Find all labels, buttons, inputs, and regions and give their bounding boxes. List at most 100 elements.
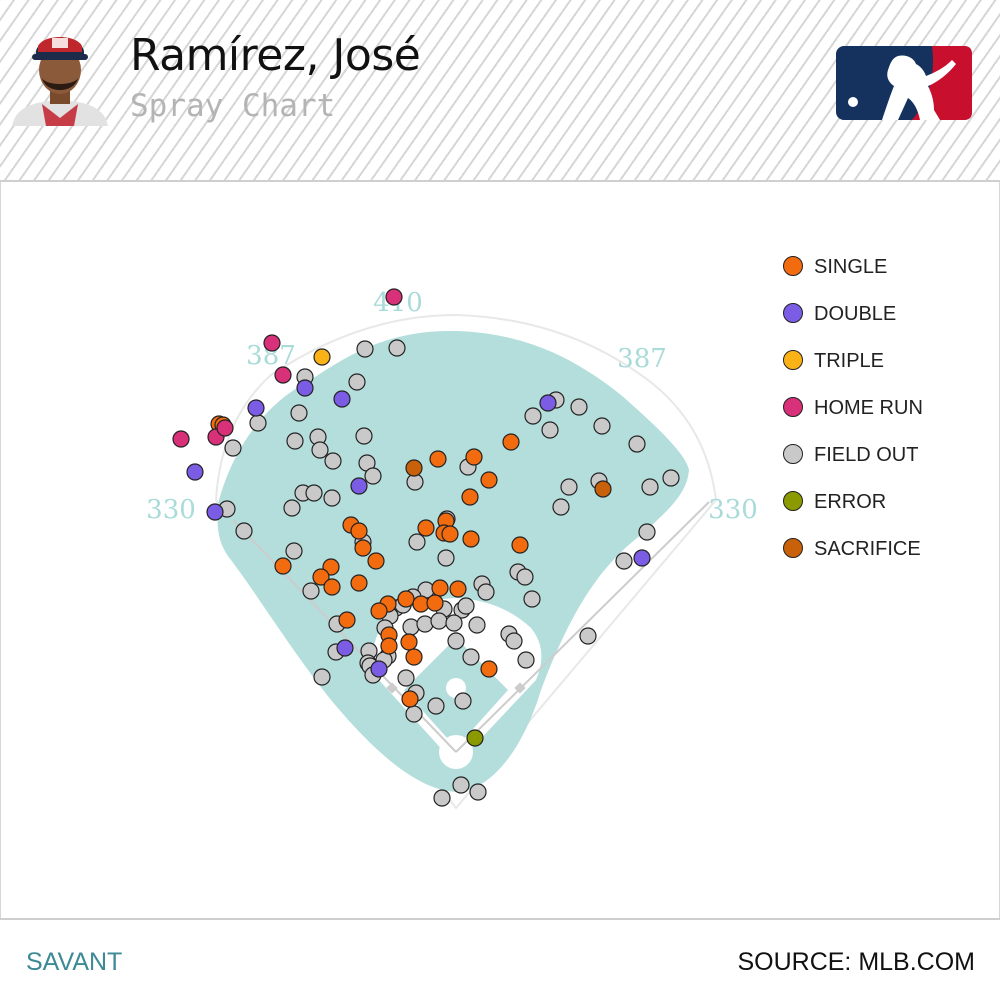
single-point [449,580,467,598]
field-out-point [579,627,597,645]
double-point [539,394,557,412]
field-out-point [364,467,382,485]
legend-dot-triple [783,350,803,370]
field-out-point [356,340,374,358]
footer: SAVANT SOURCE: MLB.COM [0,918,1000,1002]
home-run-point [263,334,281,352]
field-out-point [462,648,480,666]
spray-chart-area: 330 387 410 387 330 SINGLE DOUBLE TRIPLE HO… [0,182,1000,918]
double-point [186,463,204,481]
single-point [461,488,479,506]
single-point [370,602,388,620]
single-point [480,471,498,489]
double-point [333,390,351,408]
field-out-point [408,533,426,551]
legend-label-error: ERROR [814,491,887,513]
third-base [386,682,398,694]
field-out-point [615,552,633,570]
double-point [370,660,388,678]
field-out-point [397,669,415,687]
single-point [350,574,368,592]
field-out-point [355,427,373,445]
single-point [367,552,385,570]
first-base [514,682,526,694]
sacrifice-point [594,480,612,498]
legend-dot-double [783,303,803,323]
legend-label-single: SINGLE [814,256,888,278]
single-point [480,660,498,678]
savant-link[interactable]: SAVANT [26,948,123,976]
field-out-point [402,618,420,636]
field-out-point [517,651,535,669]
field-out-point [523,590,541,608]
double-point [633,549,651,567]
single-point [441,525,459,543]
field-out-point [560,478,578,496]
single-point [465,448,483,466]
field-out-point [323,489,341,507]
legend-label-triple: TRIPLE [814,350,885,372]
single-point [354,539,372,557]
field-out-point [477,583,495,601]
field-out-point [285,542,303,560]
sacrifice-point [405,459,423,477]
spray-chart: 330 387 410 387 330 [146,288,758,810]
single-point [400,633,418,651]
field-out-point [313,668,331,686]
field-out-point [437,549,455,567]
legend-dot-home-run [783,397,803,417]
single-point [323,578,341,596]
single-point [274,557,292,575]
field-out-point [427,697,445,715]
field-out-point [224,439,242,457]
field-out-point [445,614,463,632]
field-out-point [628,435,646,453]
field-out-point [454,692,472,710]
single-point [429,450,447,468]
field-out-point [469,783,487,801]
double-point [247,399,265,417]
field-out-point [388,339,406,357]
player-name: Ramírez, José [130,30,421,81]
single-point [401,690,419,708]
single-point [405,648,423,666]
triple-point [313,348,331,366]
legend-label-double: DOUBLE [814,303,897,325]
field-outline [214,313,718,810]
double-point [350,477,368,495]
single-point [426,594,444,612]
legend-label-home-run: HOME RUN [814,397,923,419]
distance-right-center: 387 [617,344,667,374]
chart-title: Spray Chart [130,88,336,124]
legend-dot-single [783,256,803,276]
single-point [397,590,415,608]
legend-dot-error [783,491,803,511]
field-out-point [524,407,542,425]
home-run-point [274,366,292,384]
single-point [338,611,356,629]
single-point [417,519,435,537]
mlb-logo-icon [836,46,972,121]
field-out-point [249,414,267,432]
right-foul-line [455,501,710,753]
field-out-point [593,417,611,435]
field-out-point [516,568,534,586]
field-out-point [638,523,656,541]
legend-label-sacrifice: SACRIFICE [814,538,921,560]
legend-dot-field-out [783,444,803,464]
field-out-point [641,478,659,496]
field-out-point [283,499,301,517]
legend-label-field-out: FIELD OUT [814,444,919,466]
field-out-point [552,498,570,516]
legend-dot-sacrifice [783,538,803,558]
field-out-point [305,484,323,502]
player-headshot-icon [8,22,112,126]
field-out-point [416,615,434,633]
field-out-point [662,469,680,487]
field-out-point [447,632,465,650]
field-out-point [570,398,588,416]
field-out-point [541,421,559,439]
source-label: SOURCE: MLB.COM [737,948,975,976]
field-out-point [311,441,329,459]
header: Ramírez, José Spray Chart [0,0,1000,182]
